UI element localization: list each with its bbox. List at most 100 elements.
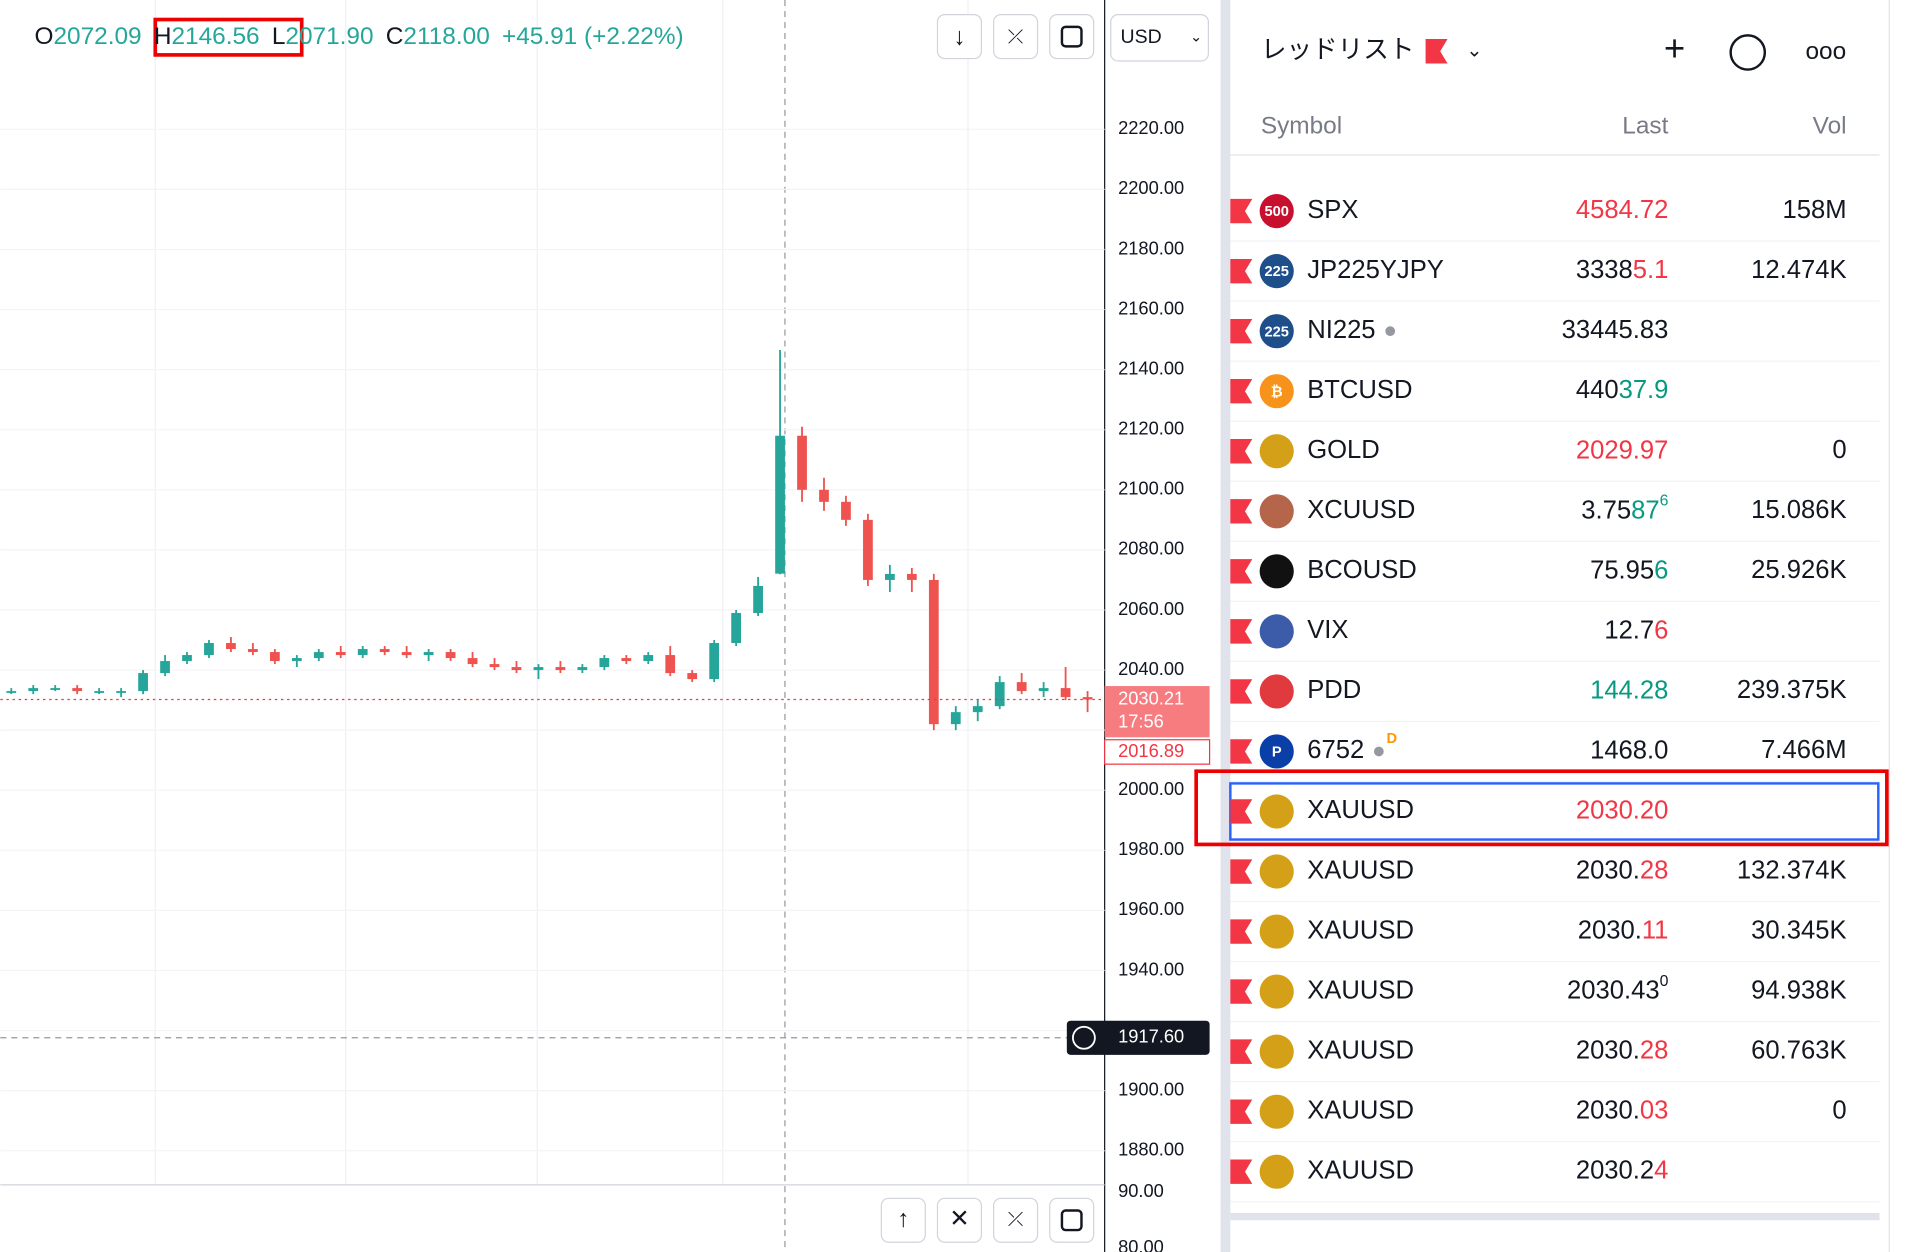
vol: 60.763K <box>1751 1036 1846 1064</box>
row-flag <box>1230 1159 1253 1184</box>
row-flag <box>1230 799 1253 824</box>
candle-body <box>72 688 83 692</box>
y-tick-label: 2140.00 <box>1118 357 1184 378</box>
symbol: XCUUSD <box>1307 496 1415 524</box>
y-tick-label: 1960.00 <box>1118 898 1184 919</box>
flag <box>1425 39 1448 64</box>
symbol-icon <box>1259 1094 1294 1129</box>
highlight-box <box>1194 769 1889 847</box>
button[interactable] <box>936 14 983 60</box>
crosshair-label: 1917.60 <box>1118 1026 1184 1047</box>
symbol: PDD <box>1307 676 1361 704</box>
countdown: 17:56 <box>1118 710 1164 731</box>
more-button[interactable]: ooo <box>1805 38 1846 65</box>
icon: ↑ <box>897 1206 909 1233</box>
add-icon <box>1072 1025 1096 1050</box>
symbol-icon <box>1259 914 1294 949</box>
last-part: 12.7 <box>1604 616 1654 644</box>
add-button[interactable]: + <box>1664 28 1685 69</box>
row-flag <box>1230 619 1253 644</box>
last: 2030.24 <box>1576 1156 1669 1184</box>
last-part: 0 <box>1660 973 1669 990</box>
last: 4584.72 <box>1576 196 1669 224</box>
symbol-icon <box>1259 1154 1294 1189</box>
last-part: 33445.83 <box>1562 316 1669 344</box>
icon-label: 500 <box>1265 204 1289 220</box>
candle-body <box>94 691 105 693</box>
symbol-icon <box>1259 374 1294 409</box>
second-price-box <box>1104 739 1211 765</box>
last-part: 4 <box>1654 1156 1668 1184</box>
candle-body <box>665 655 676 674</box>
symbol-icon <box>1259 734 1294 769</box>
last-part: 03 <box>1640 1096 1669 1124</box>
v-grid <box>154 0 969 1184</box>
candle-body <box>709 643 720 680</box>
button[interactable] <box>992 1197 1039 1243</box>
currency-select[interactable] <box>1110 14 1209 62</box>
vol: 25.926K <box>1751 556 1846 584</box>
row-flag <box>1230 379 1253 404</box>
symbol-icon <box>1259 794 1294 829</box>
candle-body <box>1016 682 1027 692</box>
button[interactable] <box>1049 14 1095 60</box>
y-tick-label: 2180.00 <box>1118 237 1184 258</box>
candle-body <box>775 435 785 574</box>
watchlist-title[interactable]: レッドリスト <box>1261 36 1415 64</box>
candle-body <box>335 652 346 656</box>
y-tick-label: 1980.00 <box>1118 838 1184 859</box>
ohlc-header: O2072.09 H2146.56 L2071.90 C2118.00 +45.91 (… <box>34 23 683 50</box>
last-price: 2030.21 <box>1118 687 1184 708</box>
last-part: 87 <box>1631 496 1660 524</box>
candle-body <box>182 655 192 662</box>
y-tick-label: 2080.00 <box>1118 538 1184 559</box>
candle-body <box>577 667 588 671</box>
last-part: 2030.20 <box>1576 796 1669 824</box>
last: 75.956 <box>1590 556 1668 584</box>
ohlc-key: C <box>386 23 404 50</box>
candle-body <box>972 706 983 713</box>
icon-label: 225 <box>1265 324 1289 340</box>
chart-icon[interactable] <box>1729 34 1767 71</box>
ohlc-key: L <box>272 23 286 50</box>
candle-body <box>819 489 829 502</box>
candle-body <box>994 682 1005 707</box>
status-dot <box>1373 746 1384 757</box>
candle-body <box>841 501 851 520</box>
y-tick-label: 2120.00 <box>1118 418 1184 439</box>
symbol-icon <box>1259 854 1294 889</box>
last-part: 2030. <box>1576 856 1640 884</box>
vol: 132.374K <box>1737 856 1847 884</box>
last-part: 75.95 <box>1590 556 1654 584</box>
symbol: XAUUSD <box>1307 976 1414 1004</box>
button[interactable] <box>1049 1197 1095 1243</box>
last-part: 2030. <box>1576 1096 1640 1124</box>
symbol-icon <box>1259 974 1294 1009</box>
candle-body <box>291 658 302 662</box>
candle-body <box>313 652 324 659</box>
symbol: XAUUSD <box>1307 856 1414 884</box>
button[interactable] <box>880 1197 926 1243</box>
row-flag <box>1230 198 1253 224</box>
col-header[interactable]: Symbol <box>1261 112 1342 139</box>
row-flag <box>1230 979 1253 1004</box>
col-header[interactable]: Last <box>1622 112 1668 139</box>
candle-body <box>1038 688 1049 692</box>
button[interactable] <box>936 1197 983 1243</box>
icon <box>1060 1209 1083 1232</box>
y-tick-label: 2040.00 <box>1118 658 1184 679</box>
section-break <box>1230 1212 1880 1221</box>
vol: 0 <box>1832 1096 1846 1124</box>
candle-body <box>555 667 566 671</box>
col-header[interactable]: Vol <box>1813 112 1847 139</box>
candle-body <box>687 673 698 680</box>
button[interactable] <box>992 14 1039 60</box>
symbol: 6752 <box>1307 736 1364 764</box>
candle-body <box>116 691 126 693</box>
chevron: ⌄ <box>1466 39 1482 61</box>
symbol-icon <box>1259 554 1294 589</box>
y-tick-label: 1900.00 <box>1118 1078 1184 1099</box>
ohlc-key: H <box>154 23 172 50</box>
